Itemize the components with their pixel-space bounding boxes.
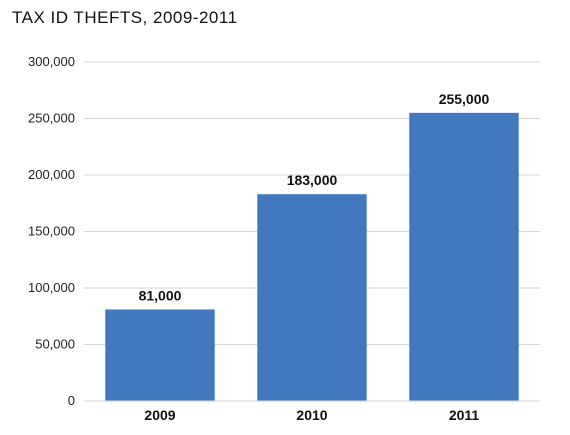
y-tick-label: 250,000 [28,111,75,126]
y-axis-ticks: 0 50,000 100,000 150,000 200,000 250,000 300,0… [28,54,75,408]
data-label-2011: 255,000 [439,91,490,107]
bar-2011 [409,112,519,401]
x-category-label: 2011 [449,407,480,423]
bar-2009 [105,309,215,401]
data-label-2009: 81,000 [139,287,182,303]
y-tick-label: 100,000 [28,280,75,295]
y-tick-label: 300,000 [28,54,75,69]
data-labels: 81,000 183,000 255,000 [139,91,490,304]
x-category-label: 2010 [296,407,327,423]
x-category-label: 2009 [144,407,175,423]
y-tick-label: 200,000 [28,167,75,182]
bars [105,112,519,401]
y-tick-label: 0 [68,393,75,408]
x-axis-categories: 2009 2010 2011 [144,407,479,423]
data-label-2010: 183,000 [287,172,338,188]
y-tick-label: 50,000 [35,337,75,352]
chart-title: TAX ID THEFTS, 2009-2011 [12,8,238,27]
bar-2010 [257,194,367,401]
y-tick-label: 150,000 [28,224,75,239]
